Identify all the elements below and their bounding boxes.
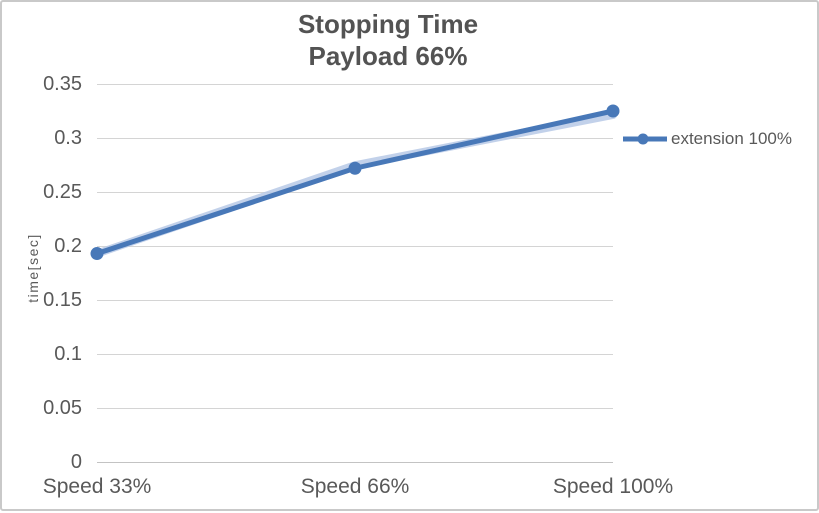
y-tick-label: 0.05 <box>43 397 82 419</box>
series-halo <box>93 111 617 258</box>
y-tick-label: 0.15 <box>43 289 82 311</box>
legend-line-marker-icon <box>623 133 667 145</box>
chart-title-line2: Payload 66% <box>308 41 468 71</box>
y-tick-label: 0 <box>70 451 82 473</box>
gridline <box>97 246 613 247</box>
chart-title: Stopping Time Payload 66% <box>2 8 774 72</box>
gridline <box>97 138 613 139</box>
gridline <box>97 462 613 463</box>
data-point-marker <box>348 161 362 175</box>
gridline <box>97 354 613 355</box>
x-tick-label: Speed 100% <box>552 475 674 498</box>
y-tick-label: 0.2 <box>54 235 82 257</box>
data-point-marker <box>606 104 620 118</box>
y-tick-label: 0.25 <box>43 181 82 203</box>
x-tick-label: Speed 66% <box>300 475 410 498</box>
y-tick-label: 0.3 <box>54 127 82 149</box>
legend-label: extension 100% <box>671 129 792 148</box>
gridline <box>97 192 613 193</box>
y-tick-label: 0.35 <box>43 73 82 95</box>
x-tick-label: Speed 33% <box>42 475 152 498</box>
y-tick-label: 0.1 <box>54 343 82 365</box>
chart-title-line1: Stopping Time <box>297 9 479 39</box>
data-point-marker <box>90 247 104 261</box>
legend: extension 100% <box>622 128 792 150</box>
gridline <box>97 408 613 409</box>
gridline <box>97 300 613 301</box>
gridline <box>97 84 613 85</box>
